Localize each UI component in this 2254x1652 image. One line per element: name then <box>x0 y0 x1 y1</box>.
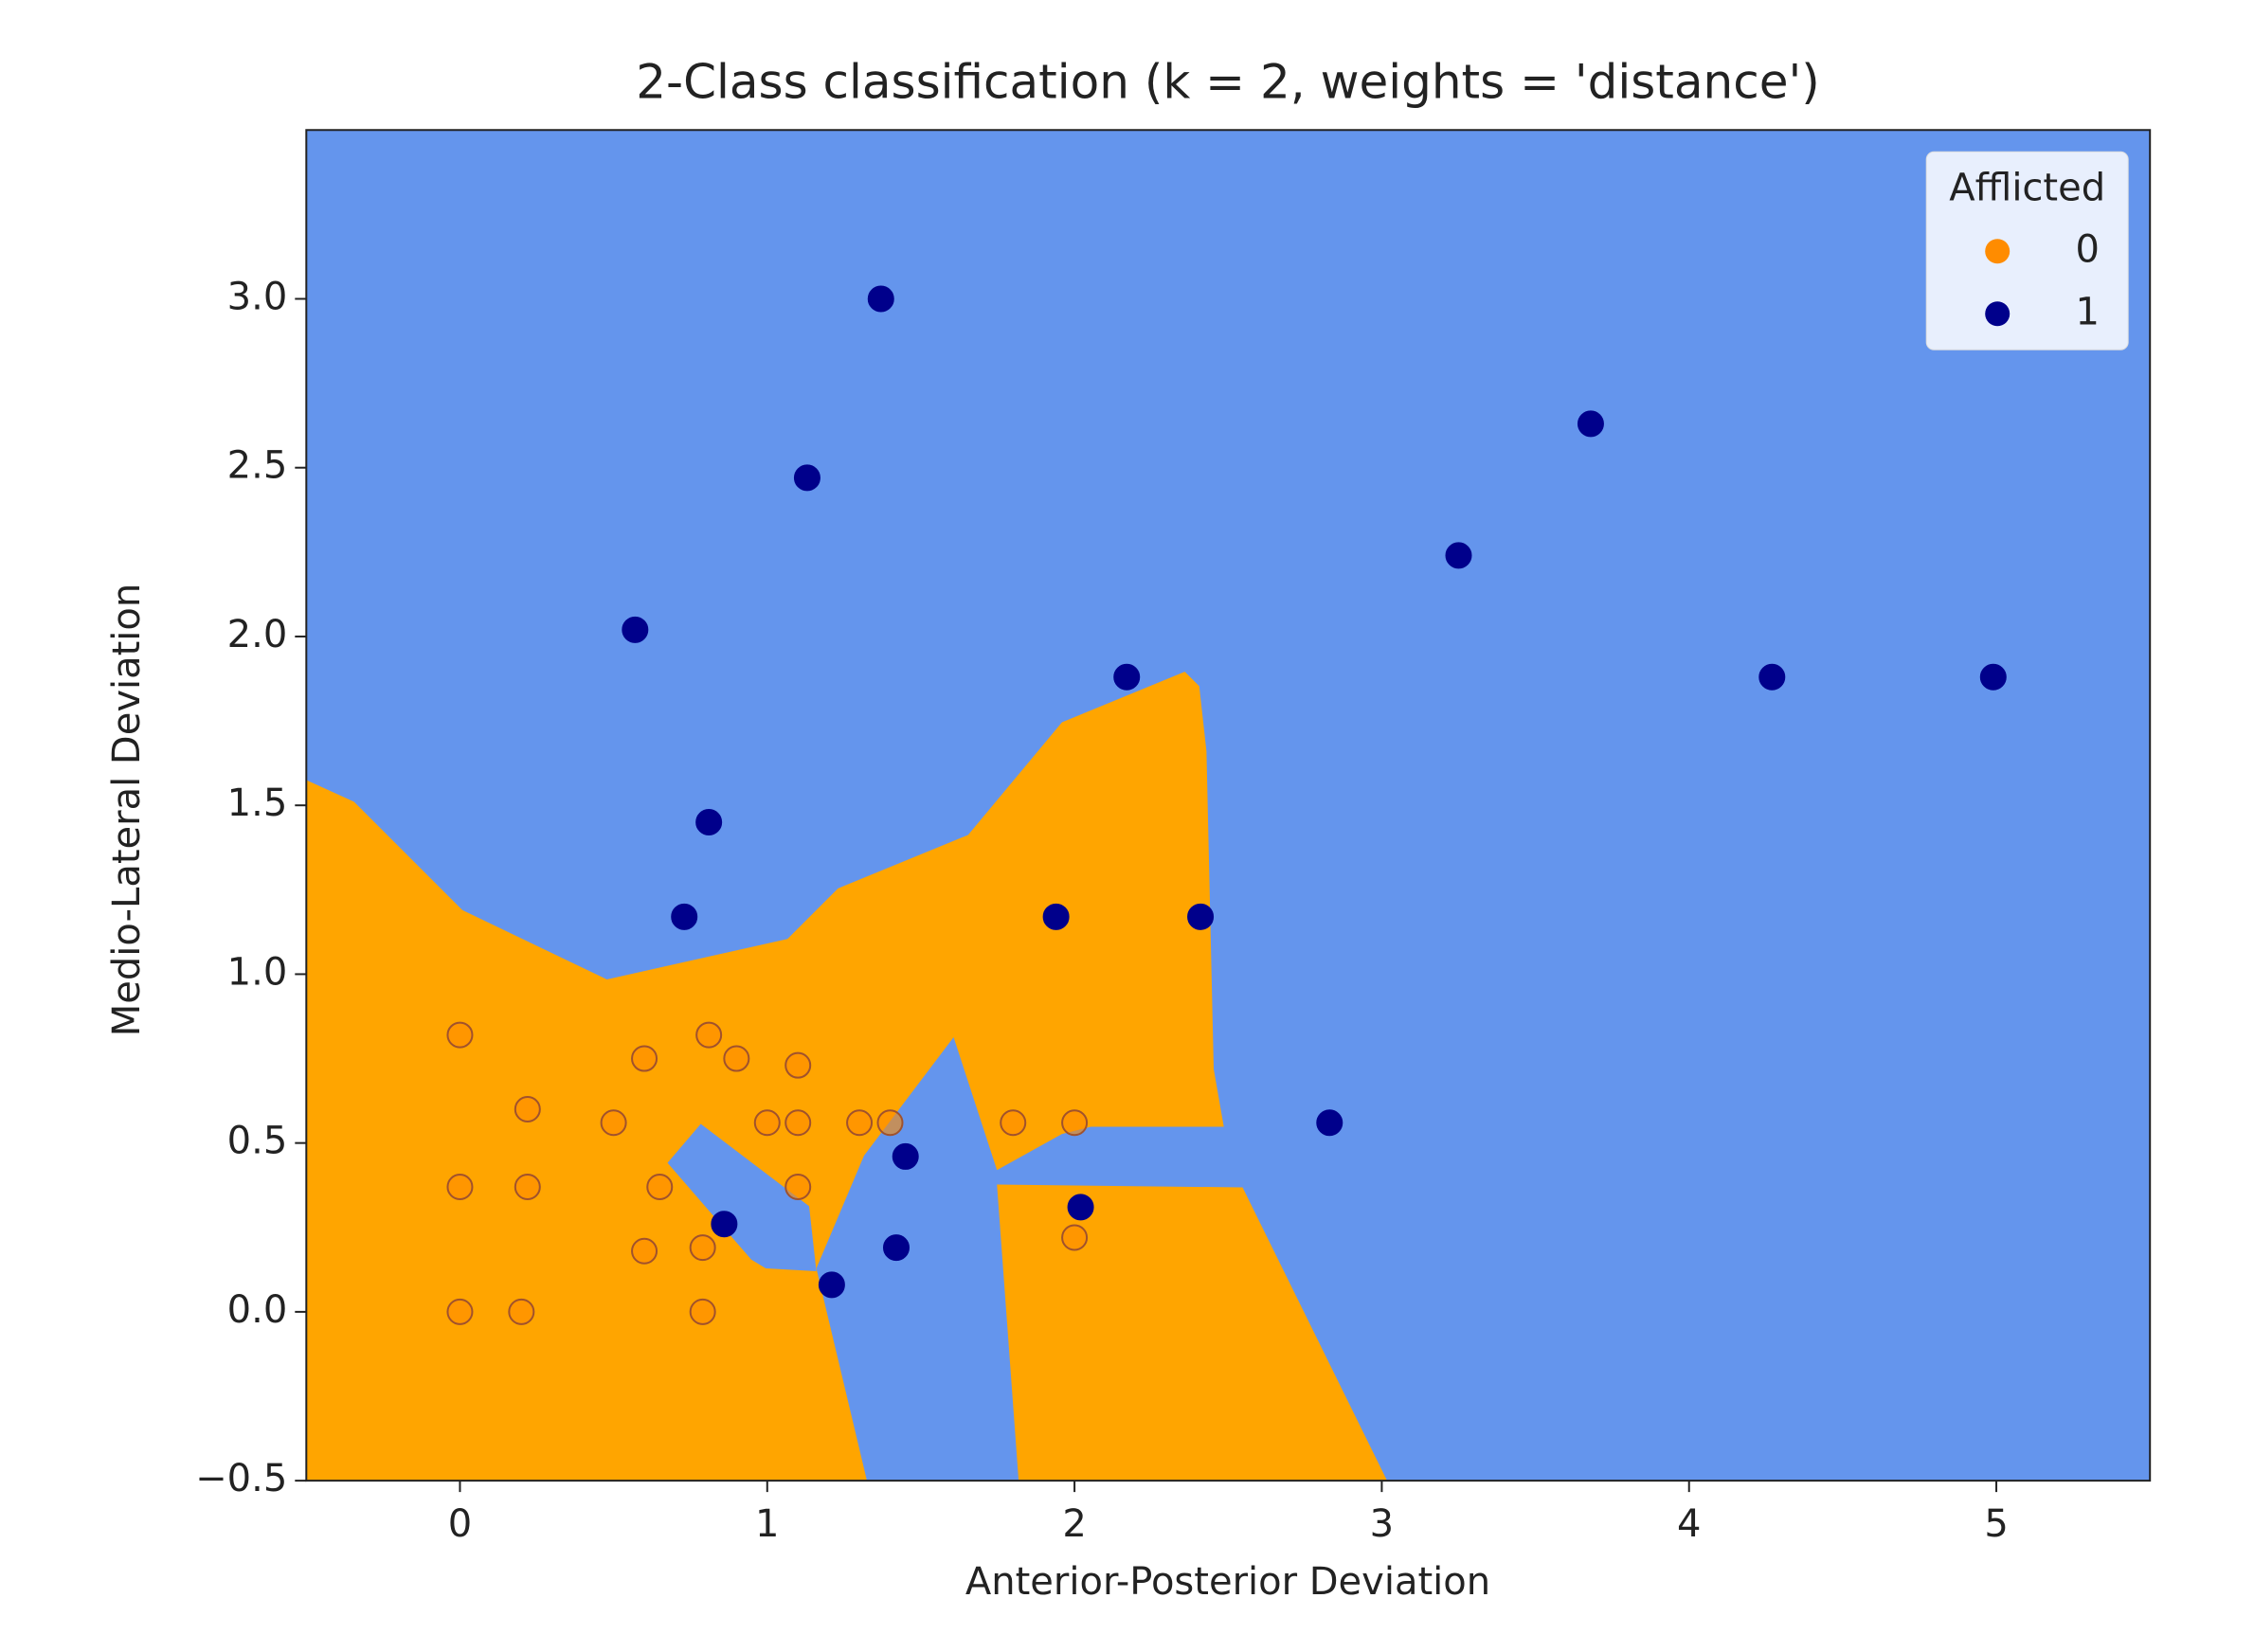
data-point <box>631 1237 658 1265</box>
x-tick-label: 5 <box>1984 1502 2008 1546</box>
y-tick-label: 0.0 <box>227 1288 288 1332</box>
y-tick-label: −0.5 <box>195 1457 287 1500</box>
legend-marker <box>1985 239 2011 264</box>
legend-box <box>1925 151 2129 350</box>
x-tick-label: 4 <box>1677 1502 1701 1546</box>
data-point <box>671 903 698 930</box>
data-point <box>1316 1109 1343 1137</box>
y-tick-label: 1.5 <box>227 781 288 825</box>
data-point <box>753 1109 781 1137</box>
data-point <box>689 1298 716 1325</box>
y-tick-label: 2.0 <box>227 613 288 656</box>
data-point <box>784 1173 812 1200</box>
x-tick-label: 3 <box>1370 1502 1394 1546</box>
data-point <box>689 1234 716 1262</box>
data-point <box>867 285 894 313</box>
data-point <box>1061 1224 1089 1251</box>
y-tick-label: 2.5 <box>227 444 288 488</box>
chart-title: 2-Class classification (k = 2, weights =… <box>636 55 1820 110</box>
data-point <box>846 1109 874 1137</box>
legend-label: 1 <box>2075 290 2099 333</box>
data-point <box>600 1109 627 1137</box>
data-point <box>508 1298 535 1325</box>
data-point <box>1000 1109 1027 1137</box>
data-point <box>514 1096 541 1123</box>
data-point <box>793 464 820 492</box>
data-point <box>711 1211 738 1238</box>
y-tick-label: 3.0 <box>227 275 288 318</box>
data-point <box>723 1045 750 1072</box>
data-point <box>1061 1109 1089 1137</box>
data-point <box>1979 663 2007 691</box>
y-axis-label: Medio-Lateral Deviation <box>105 584 149 1036</box>
legend-title: Afflicted <box>1949 166 2105 209</box>
data-point <box>646 1173 674 1200</box>
data-point <box>514 1173 541 1200</box>
y-tick-label: 0.5 <box>227 1120 288 1163</box>
data-point <box>1577 410 1604 438</box>
data-point <box>446 1173 474 1200</box>
data-point <box>1067 1194 1094 1221</box>
decision-region <box>306 672 1224 1481</box>
x-axis-label: Anterior-Posterior Deviation <box>965 1560 1490 1604</box>
x-tick-label: 1 <box>755 1502 779 1546</box>
data-point <box>1758 663 1786 691</box>
data-point <box>818 1271 845 1299</box>
data-point <box>1042 903 1070 930</box>
x-tick-label: 2 <box>1062 1502 1086 1546</box>
legend-marker <box>1985 301 2011 327</box>
data-point <box>1187 903 1215 930</box>
data-point <box>695 809 723 836</box>
data-point <box>446 1298 474 1325</box>
data-point <box>784 1109 812 1137</box>
data-point <box>631 1045 658 1072</box>
legend-label: 0 <box>2075 227 2099 271</box>
data-point <box>446 1021 474 1049</box>
data-point <box>622 616 649 643</box>
data-point <box>892 1142 919 1170</box>
y-tick-label: 1.0 <box>227 950 288 994</box>
data-point <box>882 1234 910 1262</box>
data-point <box>1445 542 1472 569</box>
data-point <box>876 1109 904 1137</box>
data-point <box>1113 663 1141 691</box>
data-point <box>784 1051 812 1079</box>
decision-region <box>997 1184 1387 1481</box>
x-tick-label: 0 <box>448 1502 472 1546</box>
data-point <box>695 1021 723 1049</box>
decision-region <box>667 1123 817 1271</box>
